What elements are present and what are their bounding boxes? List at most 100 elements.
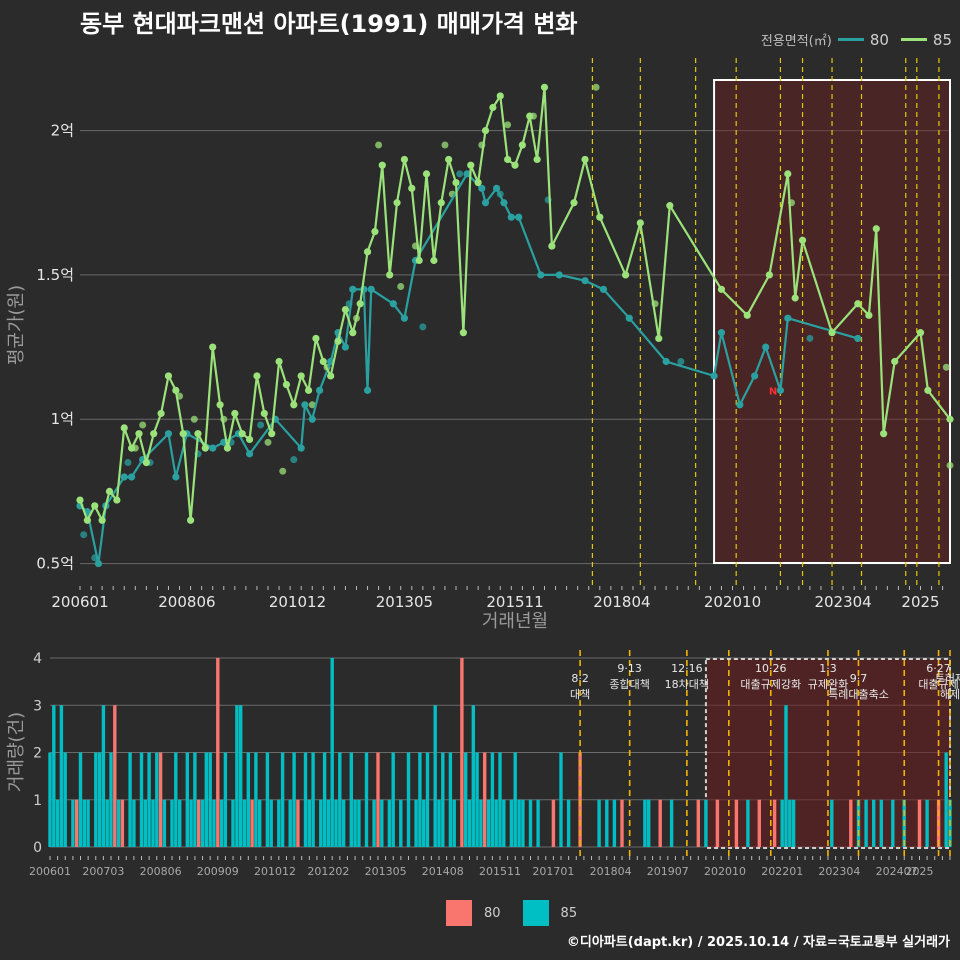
volume-bar-85 [498, 752, 502, 847]
volume-bar-80 [715, 799, 720, 847]
volume-bar-85 [330, 658, 334, 847]
series-point-85 [91, 502, 99, 510]
volume-bar-80 [250, 799, 254, 847]
volume-bar-85 [784, 705, 788, 847]
series-point-85 [459, 329, 467, 337]
volume-bar-85 [925, 799, 929, 847]
series-point-85 [113, 496, 121, 504]
policy-label: 1·3 [819, 662, 837, 675]
bar-y-axis-label: 거래량(건) [6, 712, 27, 792]
scatter-point-85 [441, 141, 449, 149]
volume-bar-85 [597, 799, 601, 847]
volume-bar-85 [334, 799, 338, 847]
volume-bar-85 [78, 752, 83, 847]
volume-bar-80 [772, 799, 777, 847]
series-point-85 [422, 170, 431, 178]
volume-bar-85 [341, 799, 346, 847]
volume-bar-80 [620, 799, 624, 847]
volume-bar-85 [265, 752, 270, 847]
volume-bar-80 [757, 799, 761, 847]
bar-x-tick-label: 202304 [818, 865, 860, 878]
scatter-point-85 [264, 438, 272, 446]
series-point-85 [518, 141, 526, 149]
series-point-85 [924, 386, 932, 394]
series-point-85 [854, 300, 862, 308]
series-point-85 [865, 311, 873, 319]
volume-bar-85 [212, 799, 216, 847]
volume-bar-85 [452, 799, 456, 847]
volume-bar-85 [418, 752, 422, 847]
volume-bar-85 [441, 752, 445, 847]
scatter-point-85 [190, 415, 198, 423]
volume-bar-85 [55, 799, 60, 847]
series-point-85 [717, 285, 726, 293]
series-point-80 [308, 415, 316, 423]
series-point-85 [312, 334, 320, 343]
volume-bar-80 [551, 799, 556, 847]
scatter-point-85 [375, 141, 383, 149]
x-tick-label: 202304 [814, 593, 871, 611]
volume-bar-85 [490, 752, 495, 847]
volume-bar-85 [193, 752, 197, 847]
bar-x-tick-label: 201907 [647, 865, 689, 878]
volume-bar-85 [353, 799, 357, 847]
policy-label: 해제 [940, 687, 960, 701]
series-point-85 [511, 161, 519, 169]
series-point-85 [157, 409, 165, 418]
volume-bar-85 [246, 752, 250, 847]
volume-bar-85 [82, 799, 86, 847]
series-point-80 [555, 271, 563, 279]
series-point-85 [275, 357, 283, 366]
series-point-85 [363, 248, 372, 256]
series-point-85 [526, 112, 534, 120]
series-point-80 [400, 314, 409, 322]
x-tick-label: 200601 [51, 593, 108, 611]
series-point-85 [386, 271, 394, 279]
volume-bar-85 [479, 799, 483, 847]
volume-bar-80 [376, 752, 380, 847]
volume-bar-85 [223, 752, 228, 847]
legend-swatch-80 [837, 38, 864, 41]
series-point-80 [209, 444, 217, 452]
series-point-85 [533, 155, 541, 164]
volume-bar-85 [467, 799, 472, 847]
bar-y-tick-label: 4 [33, 651, 42, 667]
volume-bar-85 [422, 799, 426, 847]
series-point-85 [186, 516, 195, 524]
series-point-85 [223, 444, 232, 452]
volume-bar-80 [734, 799, 739, 847]
x-tick-label: 2025 [901, 593, 939, 611]
series-point-85 [356, 300, 364, 308]
series-point-85 [765, 271, 773, 279]
scatter-point-85 [308, 401, 316, 409]
volume-bar-85 [502, 799, 506, 847]
volume-bar-80 [113, 705, 117, 847]
volume-bar-85 [471, 705, 475, 847]
scatter-point-85 [397, 282, 405, 290]
series-point-85 [216, 401, 224, 409]
legend-box-80 [446, 900, 472, 926]
volume-bar-85 [349, 752, 353, 847]
volume-bar-85 [128, 752, 132, 847]
volume-bar-80 [158, 752, 163, 847]
series-point-85 [430, 256, 438, 265]
series-point-85 [880, 430, 888, 438]
series-point-80 [751, 372, 759, 380]
series-point-85 [481, 126, 490, 135]
volume-bar-85 [319, 799, 323, 847]
volume-bar-85 [97, 752, 102, 847]
volume-bar-80 [197, 799, 201, 847]
volume-bar-85 [475, 752, 479, 847]
volume-bar-85 [231, 799, 235, 847]
volume-bar-85 [132, 799, 136, 847]
volume-bar-80 [578, 752, 582, 847]
series-point-85 [570, 199, 578, 207]
series-point-80 [245, 450, 254, 458]
series-point-85 [327, 372, 335, 380]
y-tick-label: 1.5억 [36, 266, 74, 284]
series-point-85 [636, 219, 644, 227]
x-tick-label: 201305 [376, 593, 433, 611]
series-point-85 [194, 430, 202, 438]
scatter-point-80 [677, 358, 685, 366]
